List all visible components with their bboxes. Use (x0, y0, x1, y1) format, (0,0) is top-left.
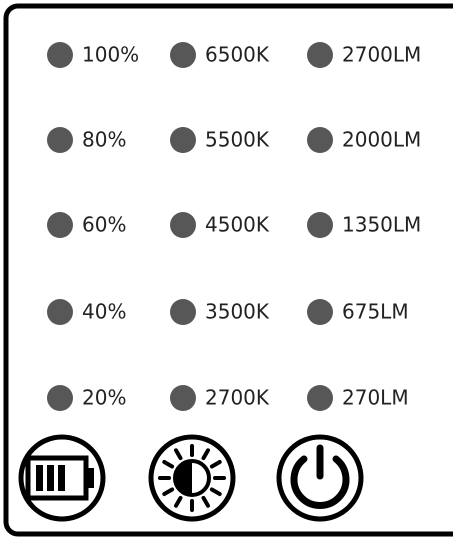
indicator-label: 3500K (205, 300, 270, 324)
indicator-led (307, 385, 333, 411)
indicator-label: 2700K (205, 386, 270, 410)
indicator-led (170, 42, 196, 68)
indicator-led (47, 385, 73, 411)
indicator-label: 2000LM (342, 128, 421, 152)
indicator-label: 20% (82, 386, 126, 410)
indicator-led (307, 42, 333, 68)
indicator-label: 5500K (205, 128, 270, 152)
indicator-label: 40% (82, 300, 126, 324)
sun-ray (209, 487, 222, 496)
indicator-label: 270LM (342, 386, 409, 410)
sun-ray (162, 460, 175, 469)
sun-ray (162, 487, 175, 496)
indicator-label: 1350LM (342, 213, 421, 237)
indicator-led (170, 127, 196, 153)
indicator-label: 80% (82, 128, 126, 152)
indicator-led (307, 212, 333, 238)
indicator-led (47, 42, 73, 68)
sun-ray (201, 495, 210, 508)
indicator-led (47, 212, 73, 238)
panel-border (3, 3, 453, 537)
indicator-label: 6500K (205, 43, 270, 67)
sun-ray (201, 448, 210, 461)
sun-ray (174, 448, 183, 461)
sun-ray (174, 495, 183, 508)
battery-button[interactable] (18, 434, 106, 522)
indicator-led (47, 299, 73, 325)
indicator-led (170, 299, 196, 325)
indicator-led (307, 299, 333, 325)
indicator-led (170, 212, 196, 238)
indicator-label: 2700LM (342, 43, 421, 67)
indicator-label: 100% (82, 43, 139, 67)
indicator-led (307, 127, 333, 153)
sun-ray (209, 460, 222, 469)
brightness-button[interactable] (148, 434, 236, 522)
indicator-label: 4500K (205, 213, 270, 237)
indicator-label: 675LM (342, 300, 409, 324)
indicator-label: 60% (82, 213, 126, 237)
indicator-led (47, 127, 73, 153)
indicator-led (170, 385, 196, 411)
power-button[interactable] (276, 434, 364, 522)
